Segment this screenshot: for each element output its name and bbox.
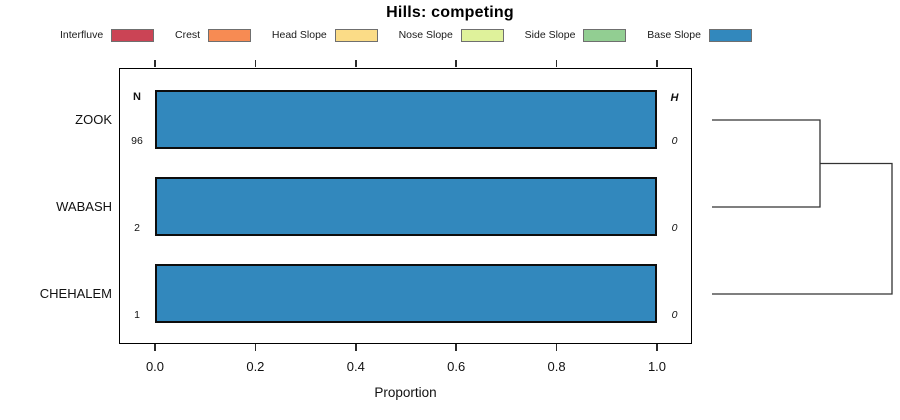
legend-color-swatch — [208, 28, 252, 42]
legend-item-label: Crest — [175, 29, 201, 41]
legend-color-swatch — [460, 28, 504, 42]
h-column-header: H — [670, 92, 679, 104]
x-tick-bottom — [656, 344, 658, 351]
legend-color-swatch — [708, 28, 752, 42]
h-value: 0 — [671, 309, 678, 321]
x-tick-top — [254, 60, 257, 67]
x-tick-bottom — [254, 344, 257, 351]
dendrogram-link — [712, 119, 821, 208]
legend-item: Head Slope — [271, 28, 378, 42]
x-tick-label: 0.2 — [246, 359, 265, 374]
legend-item: Interfluve — [60, 28, 155, 42]
n-value: 1 — [134, 309, 140, 321]
legend-color-swatch — [334, 28, 378, 42]
legend-item-label: Side Slope — [524, 29, 576, 41]
bar-segment — [155, 264, 657, 323]
legend-item-label: Nose Slope — [398, 29, 453, 41]
legend-item: Side Slope — [524, 28, 627, 42]
x-tick-bottom — [154, 344, 156, 351]
legend-color-swatch — [111, 28, 155, 42]
x-tick-top — [656, 60, 658, 67]
proportion-bar — [155, 264, 657, 323]
proportion-bar — [155, 177, 657, 236]
dendrogram-link — [712, 162, 893, 295]
legend-item: Crest — [175, 28, 252, 42]
legend-item: Base Slope — [647, 28, 752, 42]
legend-item-label: Interfluve — [60, 29, 104, 41]
n-value: 2 — [134, 222, 140, 234]
x-tick-bottom — [355, 344, 357, 351]
x-tick-top — [355, 60, 357, 67]
bar-segment — [155, 177, 657, 236]
bar-segment — [155, 90, 657, 149]
x-tick-label: 0.4 — [346, 359, 365, 374]
category-label: WABASH — [56, 199, 112, 214]
x-axis-title: Proportion — [374, 385, 437, 400]
legend-item-label: Head Slope — [271, 29, 327, 41]
x-tick-top — [154, 60, 156, 67]
h-value: 0 — [671, 135, 678, 147]
x-tick-label: 0.6 — [447, 359, 466, 374]
proportion-bar — [155, 90, 657, 149]
x-tick-top — [455, 60, 457, 67]
category-label: CHEHALEM — [39, 286, 112, 301]
n-value: 96 — [131, 135, 143, 147]
n-column-header: N — [133, 91, 141, 103]
h-value: 0 — [671, 222, 678, 234]
x-tick-bottom — [555, 344, 558, 351]
x-tick-bottom — [455, 344, 457, 351]
x-tick-label: 0.8 — [547, 359, 566, 374]
legend-color-swatch — [583, 28, 627, 42]
category-label: ZOOK — [75, 112, 112, 127]
legend-item: Nose Slope — [398, 28, 504, 42]
chart-title: Hills: competing — [386, 4, 514, 21]
x-tick-label: 0.0 — [145, 359, 165, 374]
legend: Interfluve Crest Head Slope Nose Slope Side … — [60, 27, 752, 43]
x-tick-label: 1.0 — [647, 359, 667, 374]
x-tick-top — [555, 60, 558, 67]
legend-item-label: Base Slope — [647, 29, 701, 41]
